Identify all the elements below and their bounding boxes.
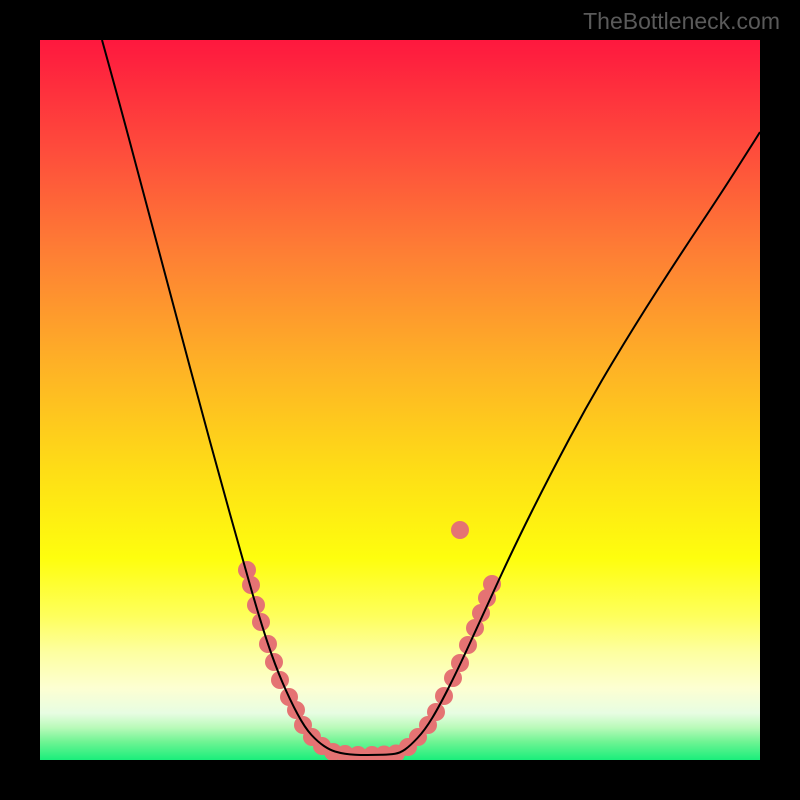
data-marker — [271, 671, 289, 689]
bottleneck-curve — [102, 40, 760, 755]
chart-curves-layer — [40, 40, 760, 760]
data-markers — [238, 521, 501, 760]
data-marker — [483, 575, 501, 593]
data-marker — [451, 521, 469, 539]
watermark-text: TheBottleneck.com — [583, 8, 780, 35]
chart-plot-area — [40, 40, 760, 760]
